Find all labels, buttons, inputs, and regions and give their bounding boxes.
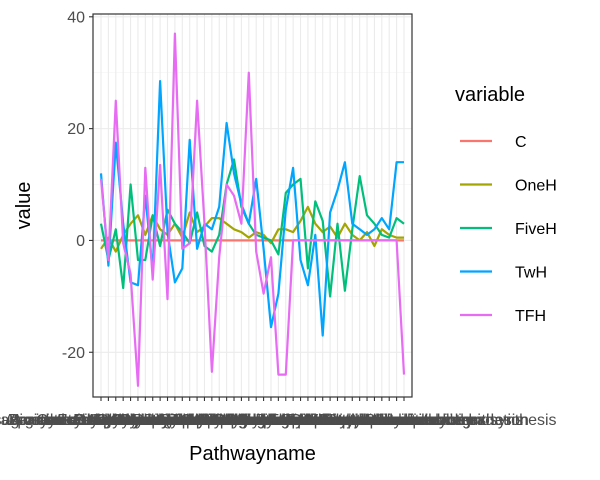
y-axis-title: value <box>13 182 35 230</box>
series-line-tfh <box>99 32 406 387</box>
x-tick-label: Glycolysis or Gluconeogenesis <box>117 412 336 429</box>
x-tick-label: Fructose and mannose metabolism <box>57 412 307 429</box>
legend-label-tfh: TFH <box>515 308 546 325</box>
x-tick-label: Galactose metabolism <box>111 412 269 429</box>
x-tick-label: Propanoate metabolism <box>238 412 407 429</box>
x-tick-label: Methane metabolism <box>189 412 338 429</box>
x-tick-label: Inositol phosphate metabolism <box>141 412 357 429</box>
x-tick-label: Alanine aspartate and glutamate metaboli… <box>0 412 259 429</box>
x-tick-label: Lysine degradation <box>189 412 324 429</box>
series-lines <box>99 32 406 387</box>
legend: variable C OneH FiveH TwH TFH <box>455 84 557 325</box>
legend-label-twh: TwH <box>515 265 547 282</box>
x-tick-label: Galactose metabolism <box>325 412 483 429</box>
x-tick-label: Vitamin B6 metabolism <box>308 412 471 429</box>
x-tick-label: Biosynthesis of unsaturated fatty acids <box>9 412 282 429</box>
y-tick-label: -20 <box>62 345 85 362</box>
x-tick-label: Glycerolipid metabolism <box>120 412 290 429</box>
x-tick-label: Glutathione metabolism <box>113 412 281 429</box>
x-tick-label: Fatty acid metabolism <box>319 412 475 429</box>
x-tick-label: Pentose and glucuronate interconversions <box>144 412 443 429</box>
series-line-fiveh <box>99 158 405 298</box>
x-tick-label: Glycine serine and threonine metabolism <box>74 412 364 429</box>
x-tick-label: Ubiquinone and other terpenoid-quinone b… <box>178 412 557 429</box>
x-tick-label: Aminoacyl tRNA biosynthesis <box>12 412 220 429</box>
x-tick-label: Ascorbate and aldarate metabolism <box>5 412 257 429</box>
x-tick-label: Citrate cycle (TCA cycle) <box>73 412 248 429</box>
x-tick-label: Phenylalanine metabolism <box>215 412 402 429</box>
x-tick-label: Pantothenate and CoA biosynthesis <box>159 412 413 429</box>
x-tick-label: Tyrosine metabolism <box>286 412 433 429</box>
x-tick-label: Histidine metabolism <box>168 412 316 429</box>
x-tick-label: beta-Alanine metabolism <box>50 412 226 429</box>
legend-label-c: C <box>515 134 527 151</box>
legend-title: variable <box>455 84 525 106</box>
x-tick-label: Starch and sucrose metabolism <box>225 412 449 429</box>
x-tick-label: Cysteine and methionine metabolism <box>36 412 298 429</box>
y-tick-label: 40 <box>67 9 85 26</box>
x-tick-label: Nicotinate and nicotinamide metabolism <box>130 412 413 429</box>
panel-border <box>92 13 413 398</box>
x-tick-label: Tryptophan metabolism <box>269 412 436 429</box>
y-tick-label: 0 <box>76 233 85 250</box>
x-tick-label: Phenylalanine tyrosine and tryptophan bi… <box>133 412 498 429</box>
x-axis: Alanine aspartate and glutamate metaboli… <box>0 397 557 429</box>
x-tick-label: Butanoate metabolism <box>73 412 232 429</box>
x-tick-label: Valine leucine and isoleucine degradatio… <box>235 412 529 429</box>
y-axis: -20 0 20 40 <box>62 9 93 362</box>
x-tick-label: Fatty acid biosynthesis <box>94 412 256 429</box>
x-tick-label: Sulfur metabolism <box>281 412 409 429</box>
x-tick-label: Pyruvate metabolism <box>255 412 404 429</box>
legend-label-fiveh: FiveH <box>515 221 557 238</box>
x-axis-title: Pathwayname <box>189 443 316 465</box>
x-tick-label: Amino sugar and nucleotide sugar metabol… <box>0 412 273 429</box>
x-tick-label: Glyoxylate and dicarboxylate metabolism <box>89 412 380 429</box>
y-tick-label: 20 <box>67 121 85 138</box>
x-tick-label: Pentose phosphate pathway <box>200 412 402 429</box>
x-tick-label: Nitrogen metabolism <box>205 412 352 429</box>
x-tick-label: Valine leucine and isoleucine biosynthes… <box>226 412 524 429</box>
legend-label-oneh: OneH <box>515 178 557 195</box>
x-tick-label: Arginine and proline metabolism <box>9 412 238 429</box>
x-tick-label: Glycerophospholipid metabolism <box>96 412 327 429</box>
